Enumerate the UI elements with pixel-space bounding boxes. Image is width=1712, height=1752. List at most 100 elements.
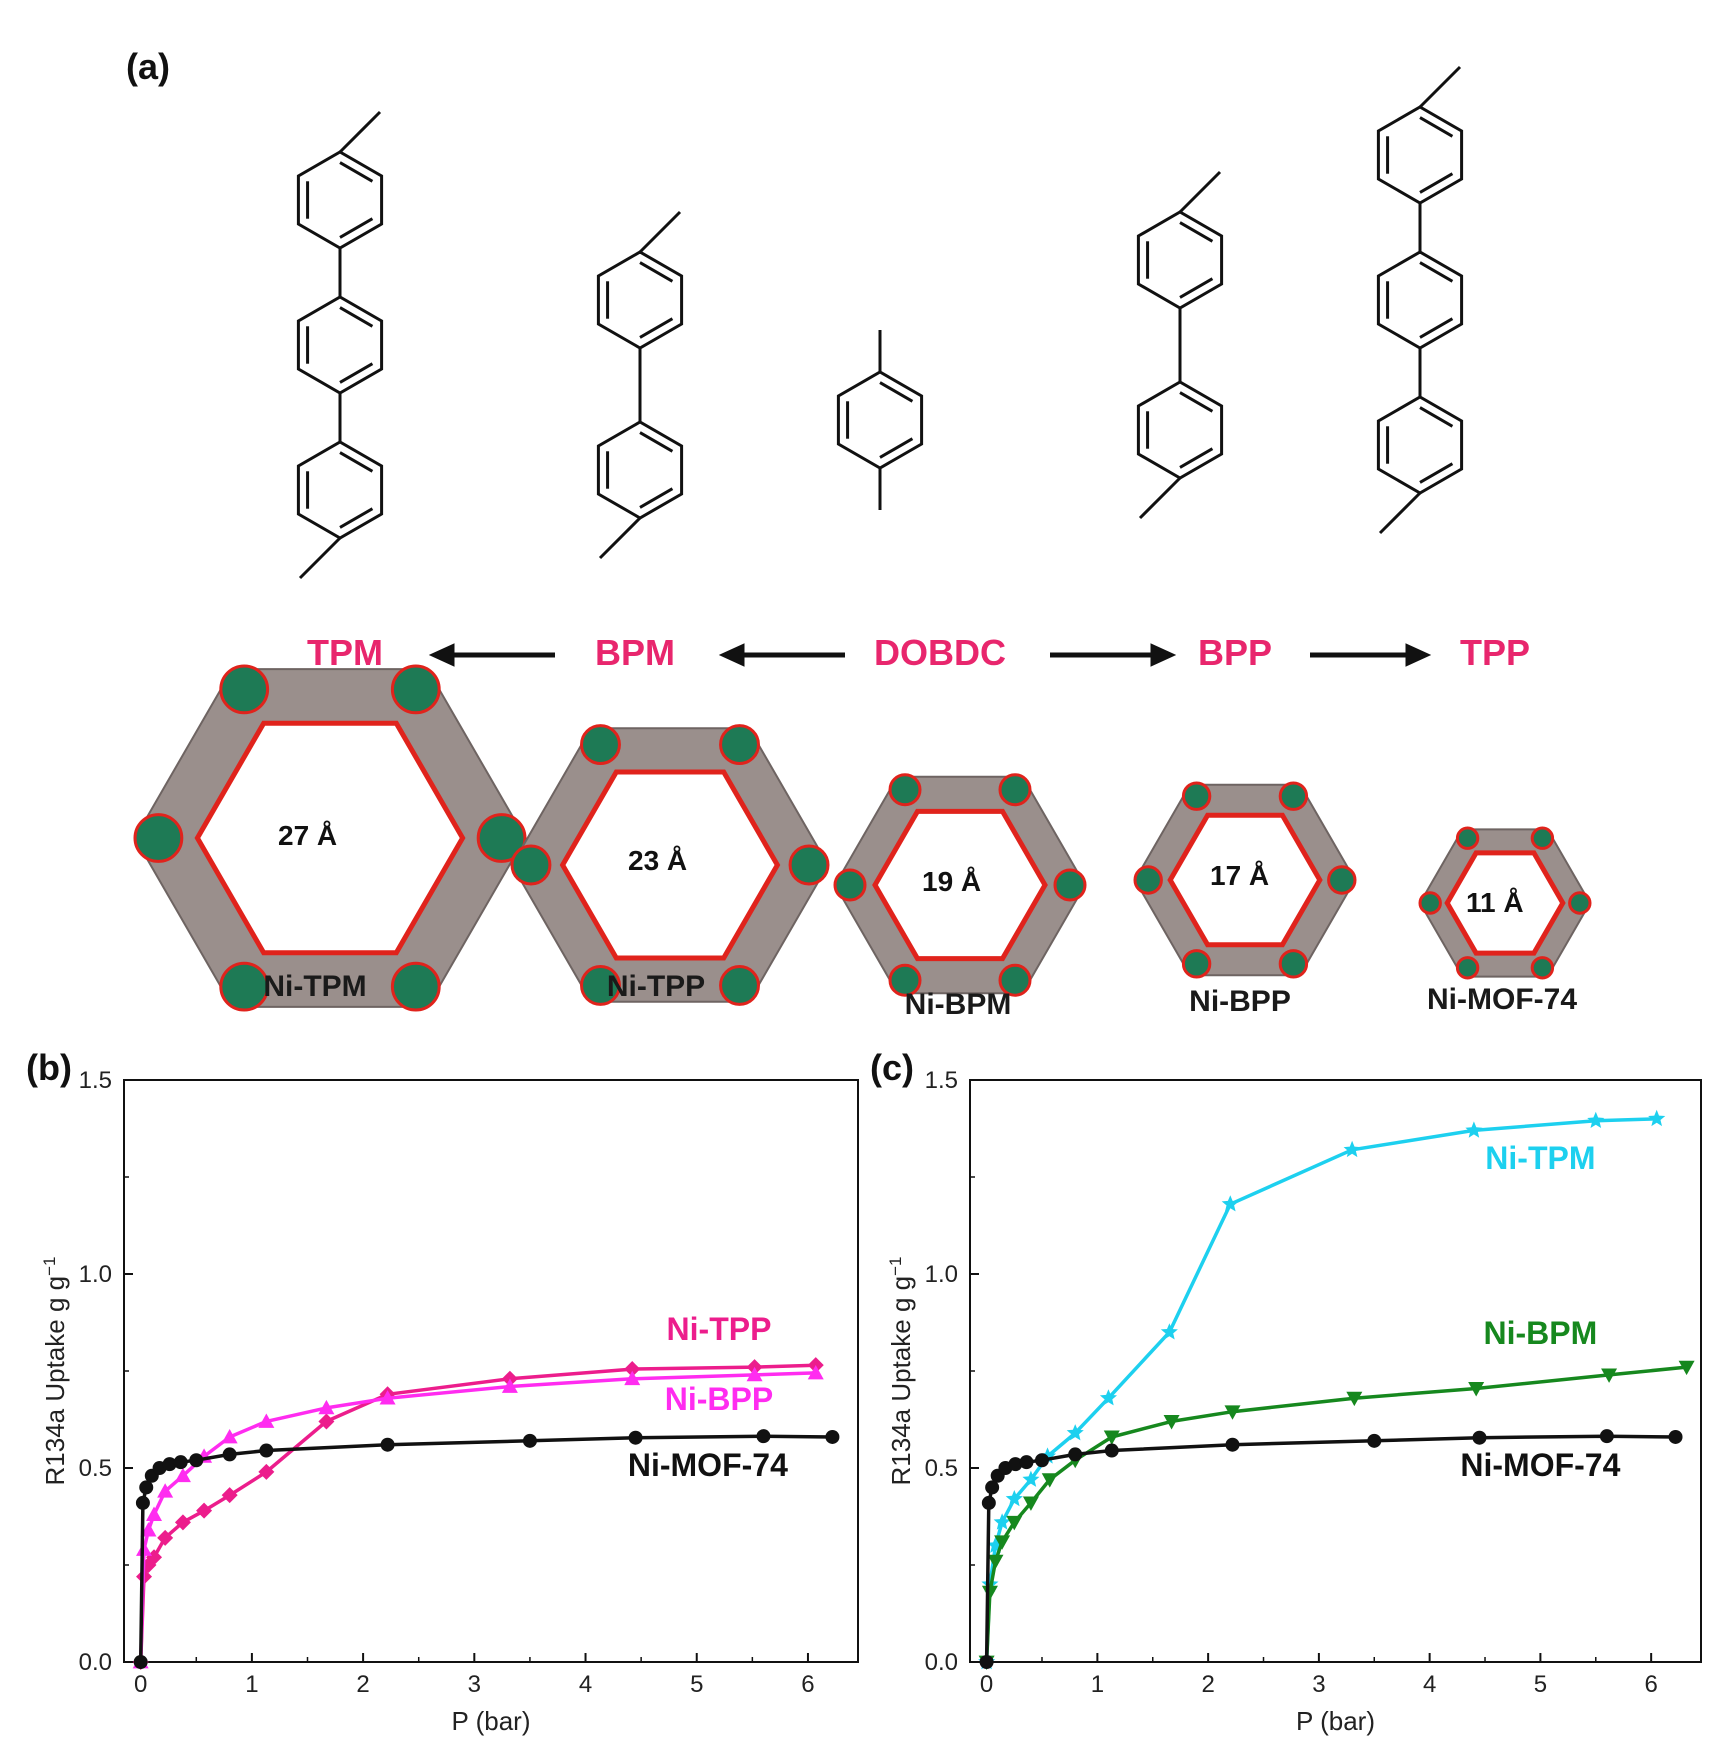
aromatic-bond	[339, 362, 374, 384]
pore-channel-ni-bpp	[1133, 781, 1357, 979]
bond	[1378, 491, 1422, 535]
data-point-ni-bpm	[1678, 1360, 1695, 1376]
pore-size-ni-bpm: 19 Å	[922, 866, 982, 897]
arrow-head	[428, 643, 455, 667]
aromatic-bond	[339, 217, 374, 239]
data-point-ni-bpm	[1224, 1405, 1241, 1420]
data-point-ni-mof-74	[1034, 1453, 1049, 1468]
x-tick-label: 5	[690, 1671, 703, 1698]
data-point-ni-tpm	[1022, 1470, 1040, 1487]
x-tick-label: 3	[1312, 1671, 1325, 1698]
data-point-ni-mof-74	[139, 1480, 154, 1495]
data-point-ni-mof-74	[173, 1455, 188, 1470]
data-point-ni-mof-74	[1008, 1457, 1023, 1472]
data-point-ni-tpm	[1221, 1195, 1239, 1212]
arrow-head	[1405, 643, 1432, 667]
x-tick-label: 4	[1423, 1671, 1436, 1698]
data-point-ni-tpp	[174, 1514, 191, 1531]
aromatic-bond	[339, 451, 374, 473]
data-point-ni-bpp	[807, 1364, 824, 1380]
linker-name-tpp: TPP	[1459, 632, 1530, 673]
pore-channel-ni-mof-74	[1418, 826, 1592, 980]
data-point-ni-bpp	[318, 1399, 335, 1415]
data-point-ni-bpp	[379, 1390, 396, 1405]
framework-name-ni-mof-74: Ni-MOF-74	[1427, 983, 1577, 1016]
pore-size-ni-tpm: 27 Å	[278, 820, 338, 851]
pore-size-ni-tpp: 23 Å	[628, 845, 688, 876]
x-tick-label: 3	[468, 1671, 481, 1698]
metal-node	[998, 963, 1032, 997]
data-point-ni-mof-74	[985, 1480, 1000, 1495]
framework-name-ni-bpp: Ni-BPP	[1189, 985, 1291, 1018]
data-point-ni-bpp	[140, 1522, 157, 1537]
data-point-ni-bpp	[221, 1428, 238, 1444]
bond	[598, 516, 642, 560]
metal-node	[390, 664, 441, 715]
linker-name-bpm: BPM	[595, 632, 675, 673]
y-tick-label: 1.0	[79, 1261, 112, 1288]
bpp-ring-top	[1136, 210, 1224, 310]
bpp-ring-bottom	[1136, 380, 1224, 480]
x-tick-label: 6	[801, 1671, 814, 1698]
metal-node	[1530, 826, 1555, 850]
metal-node	[219, 664, 270, 715]
x-tick-label: 6	[1644, 1671, 1657, 1698]
data-point-ni-tpm	[1005, 1490, 1023, 1507]
data-point-ni-tpm	[1587, 1111, 1605, 1128]
tpm-ring-middle	[296, 295, 384, 395]
arrow-head	[718, 643, 745, 667]
arrow-head	[1150, 643, 1177, 667]
metal-node	[1181, 949, 1212, 979]
data-point-ni-tpp	[196, 1502, 213, 1519]
aromatic-bond	[1419, 116, 1454, 138]
x-axis-label: P (bar)	[1296, 1706, 1375, 1736]
aromatic-bond	[339, 507, 374, 529]
x-tick-label: 5	[1534, 1671, 1547, 1698]
metal-node	[219, 961, 270, 1012]
data-point-ni-mof-74	[222, 1447, 237, 1462]
aromatic-bond	[879, 381, 914, 403]
series-annotation-ni-mof-74: Ni-MOF-74	[1460, 1447, 1620, 1483]
data-point-ni-mof-74	[1019, 1455, 1034, 1470]
bond	[1138, 476, 1182, 520]
data-point-ni-mof-74	[135, 1495, 150, 1510]
pore-opening	[1444, 850, 1566, 956]
y-tick-label: 0.0	[925, 1649, 958, 1676]
metal-node	[476, 813, 527, 863]
data-point-ni-mof-74	[628, 1430, 643, 1445]
data-point-ni-bpp	[624, 1370, 641, 1386]
pore-channel-ni-tpm	[133, 664, 527, 1012]
aromatic-bond	[1419, 406, 1454, 428]
data-point-ni-mof-74	[1068, 1447, 1083, 1462]
data-point-ni-bpm	[1346, 1391, 1363, 1407]
metal-node	[1278, 781, 1309, 811]
metal-node	[788, 844, 830, 886]
bond	[1178, 170, 1222, 214]
data-point-ni-mof-74	[162, 1457, 177, 1472]
data-point-ni-tpp	[258, 1463, 275, 1480]
x-tick-label: 2	[356, 1671, 369, 1698]
metal-node	[580, 724, 621, 766]
y-axis-label-unit-exponent: −1	[40, 1257, 59, 1276]
series-annotation-ni-tpp: Ni-TPP	[667, 1311, 772, 1347]
data-point-ni-mof-74	[981, 1495, 996, 1510]
data-point-ni-tpm	[993, 1513, 1011, 1530]
y-tick-label: 1.5	[925, 1067, 958, 1094]
metal-node	[510, 844, 552, 886]
uptake-chart-c: 0 1 2 3 4 5 6 0.0 0.5 1.0 1.5 P (bar) R134a Uptake g…	[886, 1067, 1702, 1736]
metal-node	[1568, 891, 1592, 915]
data-point-ni-tpp	[318, 1413, 335, 1430]
aromatic-bond	[879, 437, 914, 459]
metal-node	[1455, 826, 1480, 850]
dobdc-ring	[836, 370, 924, 470]
data-point-ni-bpp	[136, 1541, 153, 1556]
metal-node	[1530, 956, 1555, 980]
metal-node	[580, 964, 621, 1006]
data-point-ni-mof-74	[1668, 1429, 1683, 1444]
data-point-ni-bpm	[1601, 1368, 1618, 1383]
aromatic-bond	[339, 306, 374, 328]
data-point-ni-tpm	[1648, 1109, 1666, 1127]
x-tick-label: 0	[134, 1671, 147, 1698]
aromatic-bond	[1179, 447, 1214, 469]
data-point-ni-mof-74	[1472, 1430, 1487, 1445]
